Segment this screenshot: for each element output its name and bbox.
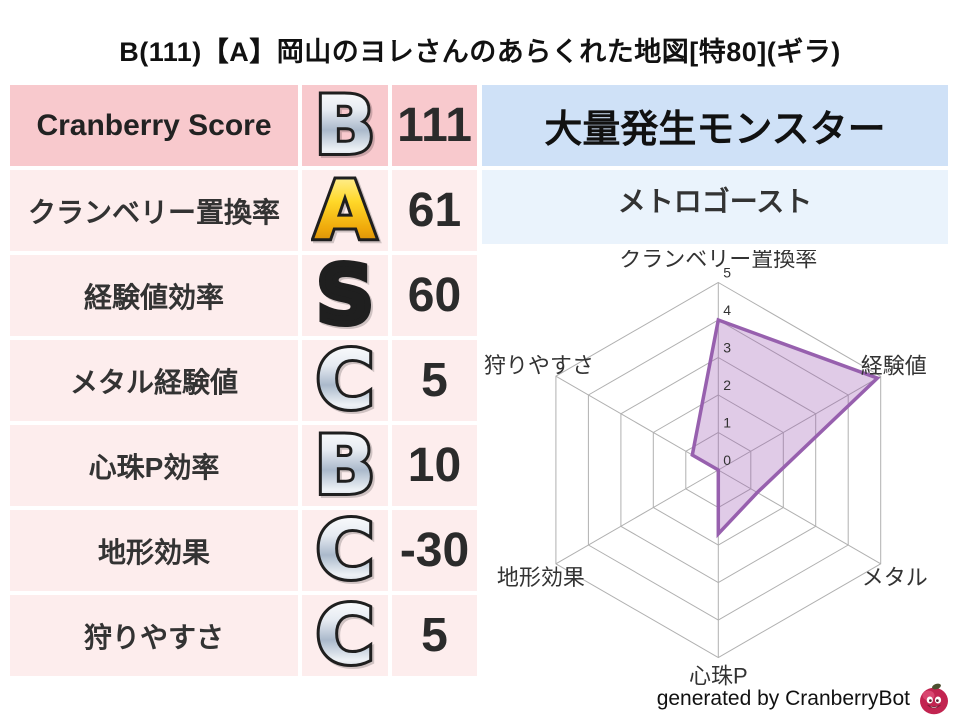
stat-label: メタル経験値	[10, 340, 298, 421]
stat-label: Cranberry Score	[10, 85, 298, 166]
credit: generated by CranberryBot	[657, 682, 952, 715]
grade-letter-icon	[316, 596, 375, 676]
svg-text:地形効果: 地形効果	[497, 565, 585, 590]
grade-badge	[302, 170, 388, 251]
table-row: クランベリー置換率 61	[10, 170, 477, 251]
stats-table: Cranberry Score 111 クランベリー置換率 61 経験値効率 6…	[10, 85, 477, 680]
svg-text:メタル: メタル	[862, 565, 928, 590]
grade-letter-icon	[315, 426, 376, 506]
stat-label: 経験値効率	[10, 255, 298, 336]
svg-text:経験値: 経験値	[861, 353, 927, 378]
monster-panel: 大量発生モンスター メトロゴースト	[482, 85, 948, 244]
stat-label: クランベリー置換率	[10, 170, 298, 251]
grade-letter-icon	[316, 511, 375, 591]
table-row: 狩りやすさ 5	[10, 595, 477, 676]
stat-value: 10	[392, 425, 477, 506]
stat-label: 心珠P効率	[10, 425, 298, 506]
grade-letter-icon	[316, 341, 375, 421]
grade-badge	[302, 595, 388, 676]
stat-value: 60	[392, 255, 477, 336]
svg-text:1: 1	[723, 415, 731, 431]
svg-text:4: 4	[723, 302, 731, 318]
table-row: メタル経験値 5	[10, 340, 477, 421]
grade-badge	[302, 340, 388, 421]
table-row: 心珠P効率 10	[10, 425, 477, 506]
stat-value: -30	[392, 510, 477, 591]
svg-text:5: 5	[723, 265, 731, 281]
svg-text:狩りやすさ: 狩りやすさ	[484, 353, 594, 378]
radar-series	[690, 317, 881, 539]
page-title: B(111)【A】岡山のヨレさんのあらくれた地図[特80](ギラ)	[119, 37, 841, 67]
stat-value: 5	[392, 340, 477, 421]
svg-text:0: 0	[723, 452, 731, 468]
credit-text: generated by CranberryBot	[656, 686, 910, 710]
stat-value: 5	[392, 595, 477, 676]
grade-letter-icon	[314, 171, 376, 251]
svg-text:2: 2	[723, 377, 731, 393]
grade-badge	[302, 510, 388, 591]
stat-value: 111	[392, 85, 477, 166]
table-row: Cranberry Score 111	[10, 85, 477, 166]
stat-label: 狩りやすさ	[10, 595, 298, 676]
cranberrybot-icon	[920, 683, 948, 715]
table-row: 地形効果 -30	[10, 510, 477, 591]
grade-letter-icon	[315, 86, 376, 166]
grade-badge	[302, 85, 388, 166]
svg-text:心珠P: 心珠P	[689, 664, 748, 689]
grade-letter-icon	[316, 256, 374, 336]
grade-badge	[302, 425, 388, 506]
svg-text:クランベリー置換率: クランベリー置換率	[619, 250, 817, 272]
stat-value: 61	[392, 170, 477, 251]
monster-name: メトロゴースト	[482, 170, 948, 244]
monster-panel-header: 大量発生モンスター	[482, 85, 948, 166]
table-row: 経験値効率 60	[10, 255, 477, 336]
svg-text:3: 3	[723, 340, 731, 356]
grade-badge	[302, 255, 388, 336]
stat-label: 地形効果	[10, 510, 298, 591]
